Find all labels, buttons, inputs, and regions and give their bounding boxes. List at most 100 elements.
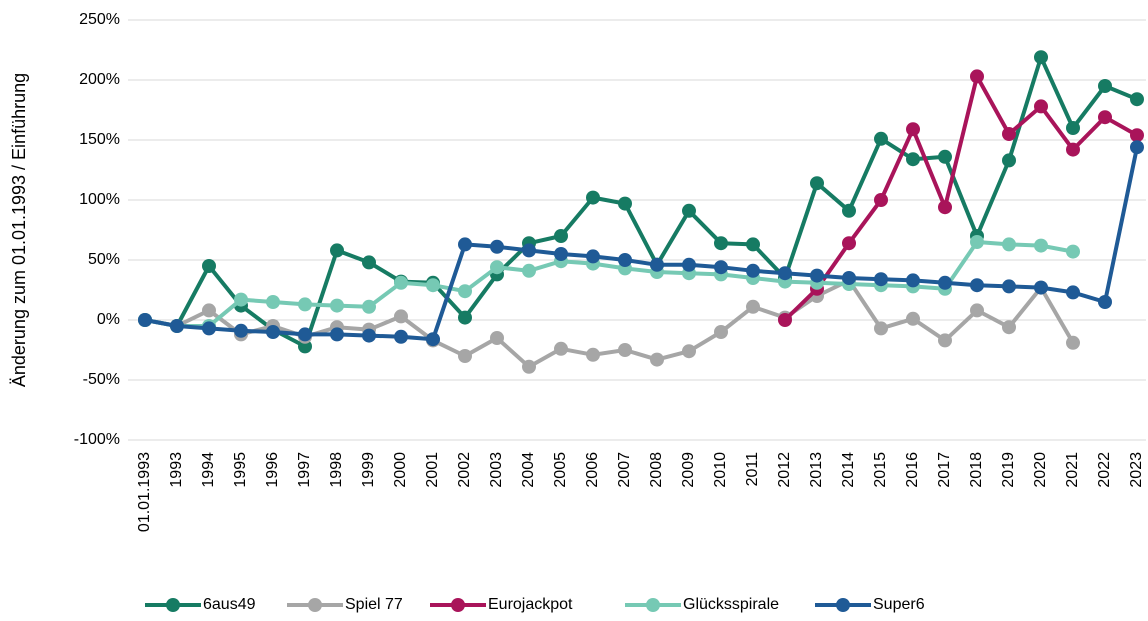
x-tick-label: 2023 <box>1128 452 1145 488</box>
point <box>618 253 632 267</box>
point <box>394 275 408 290</box>
series <box>138 140 1144 347</box>
y-tick-label: 150% <box>79 131 120 148</box>
point <box>1034 99 1048 114</box>
point <box>330 327 344 342</box>
x-tick-label: 2003 <box>488 452 505 488</box>
x-tick-label: 2011 <box>744 452 761 487</box>
point <box>746 263 760 278</box>
y-axis-label: Änderung zum 01.01.1993 / Einführung <box>9 73 29 387</box>
point <box>906 122 920 137</box>
series <box>138 50 1144 354</box>
x-tick-label: 2010 <box>712 452 729 488</box>
x-tick-label: 2015 <box>872 452 889 488</box>
point <box>682 344 696 359</box>
point <box>266 295 280 309</box>
point <box>458 310 472 325</box>
point <box>874 193 888 207</box>
point <box>234 292 248 307</box>
x-tick-label: 2008 <box>648 452 665 488</box>
point <box>682 257 696 272</box>
line <box>144 240 1074 328</box>
x-tick-label: 2018 <box>968 452 985 488</box>
x-tick-label: 1996 <box>264 452 281 488</box>
point <box>362 255 376 270</box>
y-tick-label: 0% <box>97 311 120 328</box>
x-tick-label: 1999 <box>360 452 377 488</box>
point <box>938 200 952 215</box>
point <box>906 311 920 326</box>
point <box>554 229 568 243</box>
y-tick-label: -50% <box>83 371 120 388</box>
point <box>1002 153 1016 168</box>
point <box>1130 128 1144 143</box>
x-tick-label: 2022 <box>1096 452 1113 488</box>
y-tick-label: 250% <box>79 11 120 28</box>
point <box>1066 142 1080 157</box>
point <box>1130 140 1144 155</box>
point <box>874 131 888 146</box>
legend-marker <box>451 598 465 612</box>
point <box>170 319 184 333</box>
point <box>1034 50 1048 65</box>
x-tick-label: 2014 <box>840 452 857 488</box>
point <box>522 359 536 374</box>
x-tick-label: 01.01.1993 <box>136 452 153 532</box>
x-tick-label: 2002 <box>456 452 473 488</box>
point <box>554 247 568 261</box>
point <box>778 313 792 327</box>
point <box>202 259 216 273</box>
point <box>714 260 728 275</box>
point <box>746 299 760 314</box>
point <box>586 249 600 264</box>
point <box>970 278 984 293</box>
point <box>618 343 632 357</box>
point <box>138 313 152 327</box>
x-tick-label: 2016 <box>904 452 921 488</box>
point <box>1066 285 1080 300</box>
point <box>298 327 312 342</box>
x-tick-label: 2019 <box>1000 452 1017 488</box>
point <box>458 237 472 252</box>
point <box>426 278 440 293</box>
legend-marker <box>836 598 850 612</box>
point <box>426 332 440 347</box>
x-tick-label: 1997 <box>296 452 313 488</box>
y-tick-label: 100% <box>79 191 120 208</box>
point <box>938 149 952 164</box>
y-tick-label: 50% <box>88 251 120 268</box>
point <box>298 297 312 312</box>
y-tick-label: 200% <box>79 71 120 88</box>
legend-item: 6aus49 <box>145 596 256 613</box>
point <box>202 321 216 336</box>
point <box>522 243 536 258</box>
x-tick-label: 1995 <box>232 452 249 488</box>
legend-item: Eurojackpot <box>430 596 573 613</box>
legend-marker <box>166 598 180 612</box>
point <box>490 260 504 275</box>
point <box>1034 280 1048 295</box>
point <box>298 339 312 354</box>
point <box>1002 237 1016 252</box>
point <box>746 237 760 252</box>
point <box>330 243 344 258</box>
point <box>394 309 408 324</box>
legend-item: Spiel 77 <box>287 596 403 613</box>
x-tick-label: 2004 <box>520 452 537 488</box>
point <box>1066 335 1080 350</box>
point <box>842 236 856 251</box>
point <box>842 271 856 285</box>
x-tick-label: 2005 <box>552 452 569 488</box>
line <box>783 74 1138 322</box>
x-tick-label: 2020 <box>1032 452 1049 488</box>
legend-item: Glücksspirale <box>625 596 779 613</box>
point <box>458 349 472 363</box>
x-tick-label: 2012 <box>776 452 793 488</box>
point <box>938 275 952 290</box>
point <box>586 347 600 362</box>
point <box>778 266 792 281</box>
point <box>1098 79 1112 93</box>
point <box>1098 110 1112 125</box>
point <box>1066 121 1080 135</box>
